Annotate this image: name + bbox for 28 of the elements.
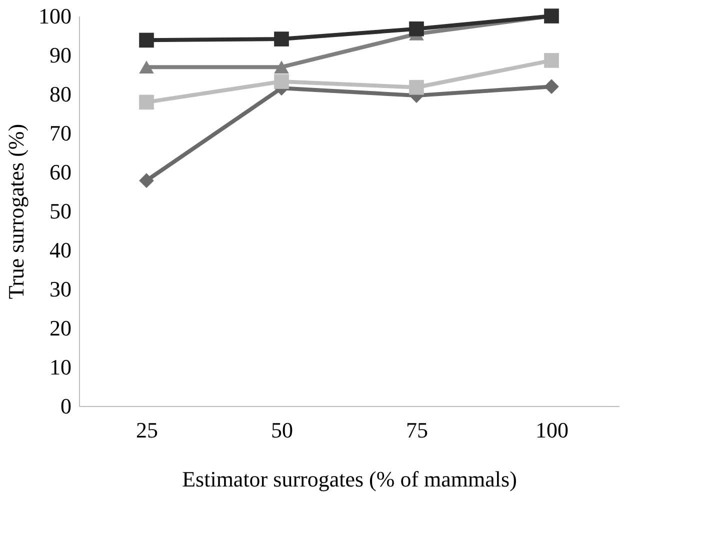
point — [409, 21, 424, 36]
point — [139, 173, 154, 188]
y-tick-label: 100 — [38, 4, 72, 28]
y-tick-label: 90 — [50, 42, 72, 68]
point — [274, 60, 289, 74]
y-tick-label: 80 — [50, 82, 72, 106]
point — [139, 32, 154, 48]
point — [274, 32, 289, 46]
point — [544, 79, 559, 94]
y-tick-label: 60 — [50, 160, 72, 184]
y-tick-label: 20 — [50, 316, 72, 340]
point — [409, 80, 424, 95]
y-tick-label: 70 — [50, 120, 72, 146]
y-tick-label: 40 — [50, 238, 72, 262]
point — [139, 60, 154, 74]
y-tick-label: 0 — [60, 394, 72, 418]
x-axis-title: Estimator surrogates (% of mammals) — [182, 466, 517, 492]
point — [274, 74, 289, 89]
y-tick-label: 50 — [50, 198, 72, 224]
y-tick-label: 30 — [50, 276, 72, 302]
x-tick-label: 50 — [271, 418, 293, 442]
point — [544, 53, 559, 68]
x-tick-label: 25 — [136, 418, 158, 442]
x-tick-label: 75 — [406, 418, 428, 442]
y-axis-title: True surrogates (%) — [4, 124, 28, 300]
point — [139, 94, 154, 110]
x-tick-label: 100 — [536, 418, 568, 442]
y-tick-label: 10 — [50, 354, 72, 380]
